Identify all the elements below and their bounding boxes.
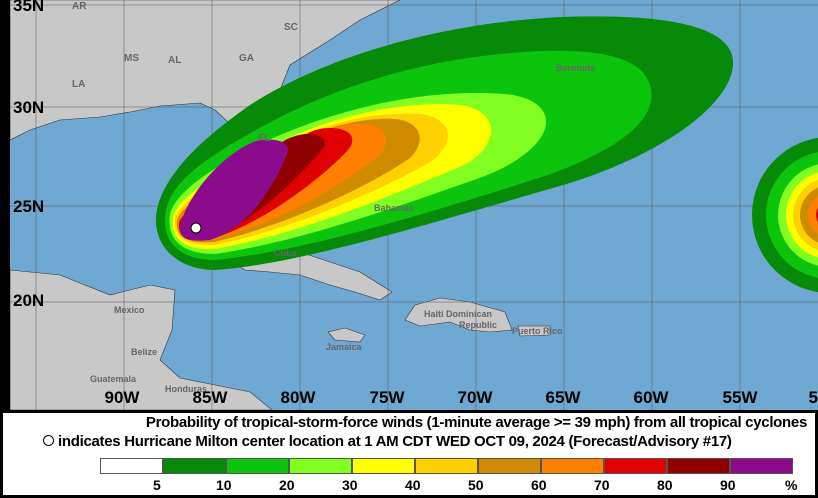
second-storm-contour-60	[808, 196, 818, 234]
label-honduras: Honduras	[165, 384, 207, 394]
caption-subtitle-text: indicates Hurricane Milton center locati…	[58, 433, 732, 450]
lon-label: 50W	[809, 388, 818, 407]
probability-map: AR MS AL GA SC LA FL Bermuda Bahamas Cub…	[0, 0, 818, 410]
legend-tick: 80	[657, 477, 673, 493]
label-dominican: Dominican	[446, 309, 492, 319]
legend-tick: 5	[153, 477, 161, 493]
wind-probability-swath	[155, 16, 818, 293]
caption-subtitle: indicates Hurricane Milton center locati…	[43, 433, 732, 450]
label-haiti: Haiti	[424, 309, 444, 319]
legend-swatch	[541, 458, 604, 474]
label-cuba: Cuba	[274, 248, 297, 258]
legend-swatch	[100, 458, 163, 474]
place-labels: AR MS AL GA SC LA FL Bermuda Bahamas Cub…	[72, 1, 596, 394]
label-ms: MS	[124, 53, 139, 64]
legend-tick: 40	[405, 477, 421, 493]
lon-label: 70W	[458, 388, 494, 407]
lon-labels: 90W 85W 80W 75W 70W 65W 60W 55W 50W	[105, 388, 818, 407]
label-republic: Republic	[459, 320, 497, 330]
label-al: AL	[168, 55, 181, 66]
hispaniola	[404, 297, 513, 333]
open-circle-icon	[43, 435, 54, 446]
legend-swatch	[667, 458, 730, 474]
lat-label: 20N	[13, 291, 44, 310]
jamaica	[327, 327, 366, 343]
label-bermuda: Bermuda	[556, 63, 596, 73]
label-puerto-rico: Puerto Rico	[512, 326, 563, 336]
lon-label: 55W	[723, 388, 759, 407]
legend-tick: 50	[468, 477, 484, 493]
label-bahamas: Bahamas	[374, 203, 414, 213]
label-sc: SC	[284, 22, 298, 33]
contour-90	[179, 139, 289, 241]
legend-swatch	[478, 458, 541, 474]
legend-swatch	[730, 458, 793, 474]
label-guatemala: Guatemala	[90, 374, 137, 384]
lon-label: 80W	[281, 388, 317, 407]
legend-tick: 70	[594, 477, 610, 493]
caption-panel: Probability of tropical-storm-force wind…	[0, 410, 818, 498]
legend-tick: 10	[216, 477, 232, 493]
legend-swatch	[352, 458, 415, 474]
lon-label: 75W	[370, 388, 406, 407]
legend-swatch	[415, 458, 478, 474]
storm-center-icon	[190, 222, 202, 234]
label-la: LA	[72, 79, 85, 90]
label-mexico: Mexico	[114, 305, 145, 315]
lat-labels: 35N 30N 25N 20N	[13, 0, 44, 310]
legend-swatch	[163, 458, 226, 474]
legend-unit: %	[785, 477, 798, 493]
legend-swatch	[289, 458, 352, 474]
legend-swatch	[226, 458, 289, 474]
label-ga: GA	[239, 53, 254, 64]
legend-swatch	[604, 458, 667, 474]
legend-tick: 20	[279, 477, 295, 493]
lon-label: 60W	[634, 388, 670, 407]
label-ar: AR	[72, 1, 87, 12]
legend-tick: 30	[342, 477, 358, 493]
lat-label: 35N	[13, 0, 44, 15]
land	[10, 0, 551, 410]
caption-title: Probability of tropical-storm-force wind…	[145, 414, 807, 431]
legend-tick: 60	[531, 477, 547, 493]
mexico-central-america	[10, 269, 273, 410]
lon-label: 85W	[193, 388, 229, 407]
lon-label: 65W	[546, 388, 582, 407]
legend-colorbar	[100, 458, 793, 474]
lat-label: 30N	[13, 98, 44, 117]
label-fl: FL	[258, 133, 270, 144]
legend-tick: 90	[720, 477, 736, 493]
puerto-rico	[517, 325, 551, 337]
lat-label: 25N	[13, 197, 44, 216]
lon-label: 90W	[105, 388, 141, 407]
label-belize: Belize	[131, 347, 157, 357]
label-jamaica: Jamaica	[326, 342, 363, 352]
